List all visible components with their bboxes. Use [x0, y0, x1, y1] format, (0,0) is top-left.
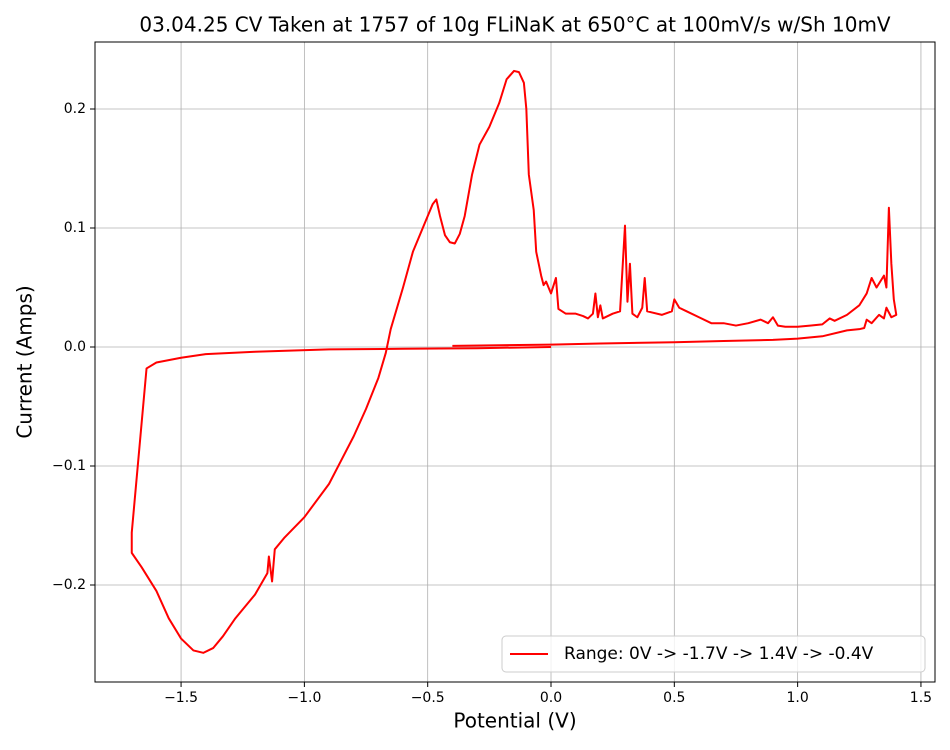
y-tick-label: 0.2	[64, 101, 86, 117]
plot-frame	[94, 41, 936, 683]
y-tick-label: 0.1	[64, 220, 86, 236]
legend-label: Range: 0V -> -1.7V -> 1.4V -> -0.4V	[564, 644, 874, 664]
x-tick-label: 0.5	[663, 690, 685, 706]
y-tick-label: −0.2	[52, 577, 86, 593]
x-tick-label: −0.5	[411, 690, 445, 706]
x-tick-label: 1.5	[910, 690, 932, 706]
legend-box	[501, 635, 926, 673]
x-axis-label: Potential (V)	[453, 709, 576, 733]
x-tick-label: −1.0	[287, 690, 321, 706]
y-axis-label: Current (Amps)	[13, 285, 37, 438]
y-tick-label: 0.0	[64, 339, 86, 355]
data-line	[130, 69, 898, 654]
y-tick-label: −0.1	[52, 458, 86, 474]
x-tick-label: −1.5	[164, 690, 198, 706]
chart-title: 03.04.25 CV Taken at 1757 of 10g FLiNaK …	[139, 13, 891, 37]
x-tick-label: 0.0	[540, 690, 562, 706]
x-tick-label: 1.0	[786, 690, 808, 706]
